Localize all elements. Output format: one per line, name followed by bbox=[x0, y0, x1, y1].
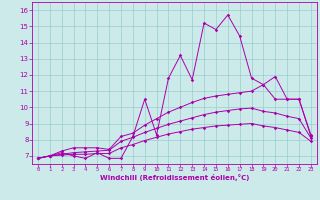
X-axis label: Windchill (Refroidissement éolien,°C): Windchill (Refroidissement éolien,°C) bbox=[100, 174, 249, 181]
